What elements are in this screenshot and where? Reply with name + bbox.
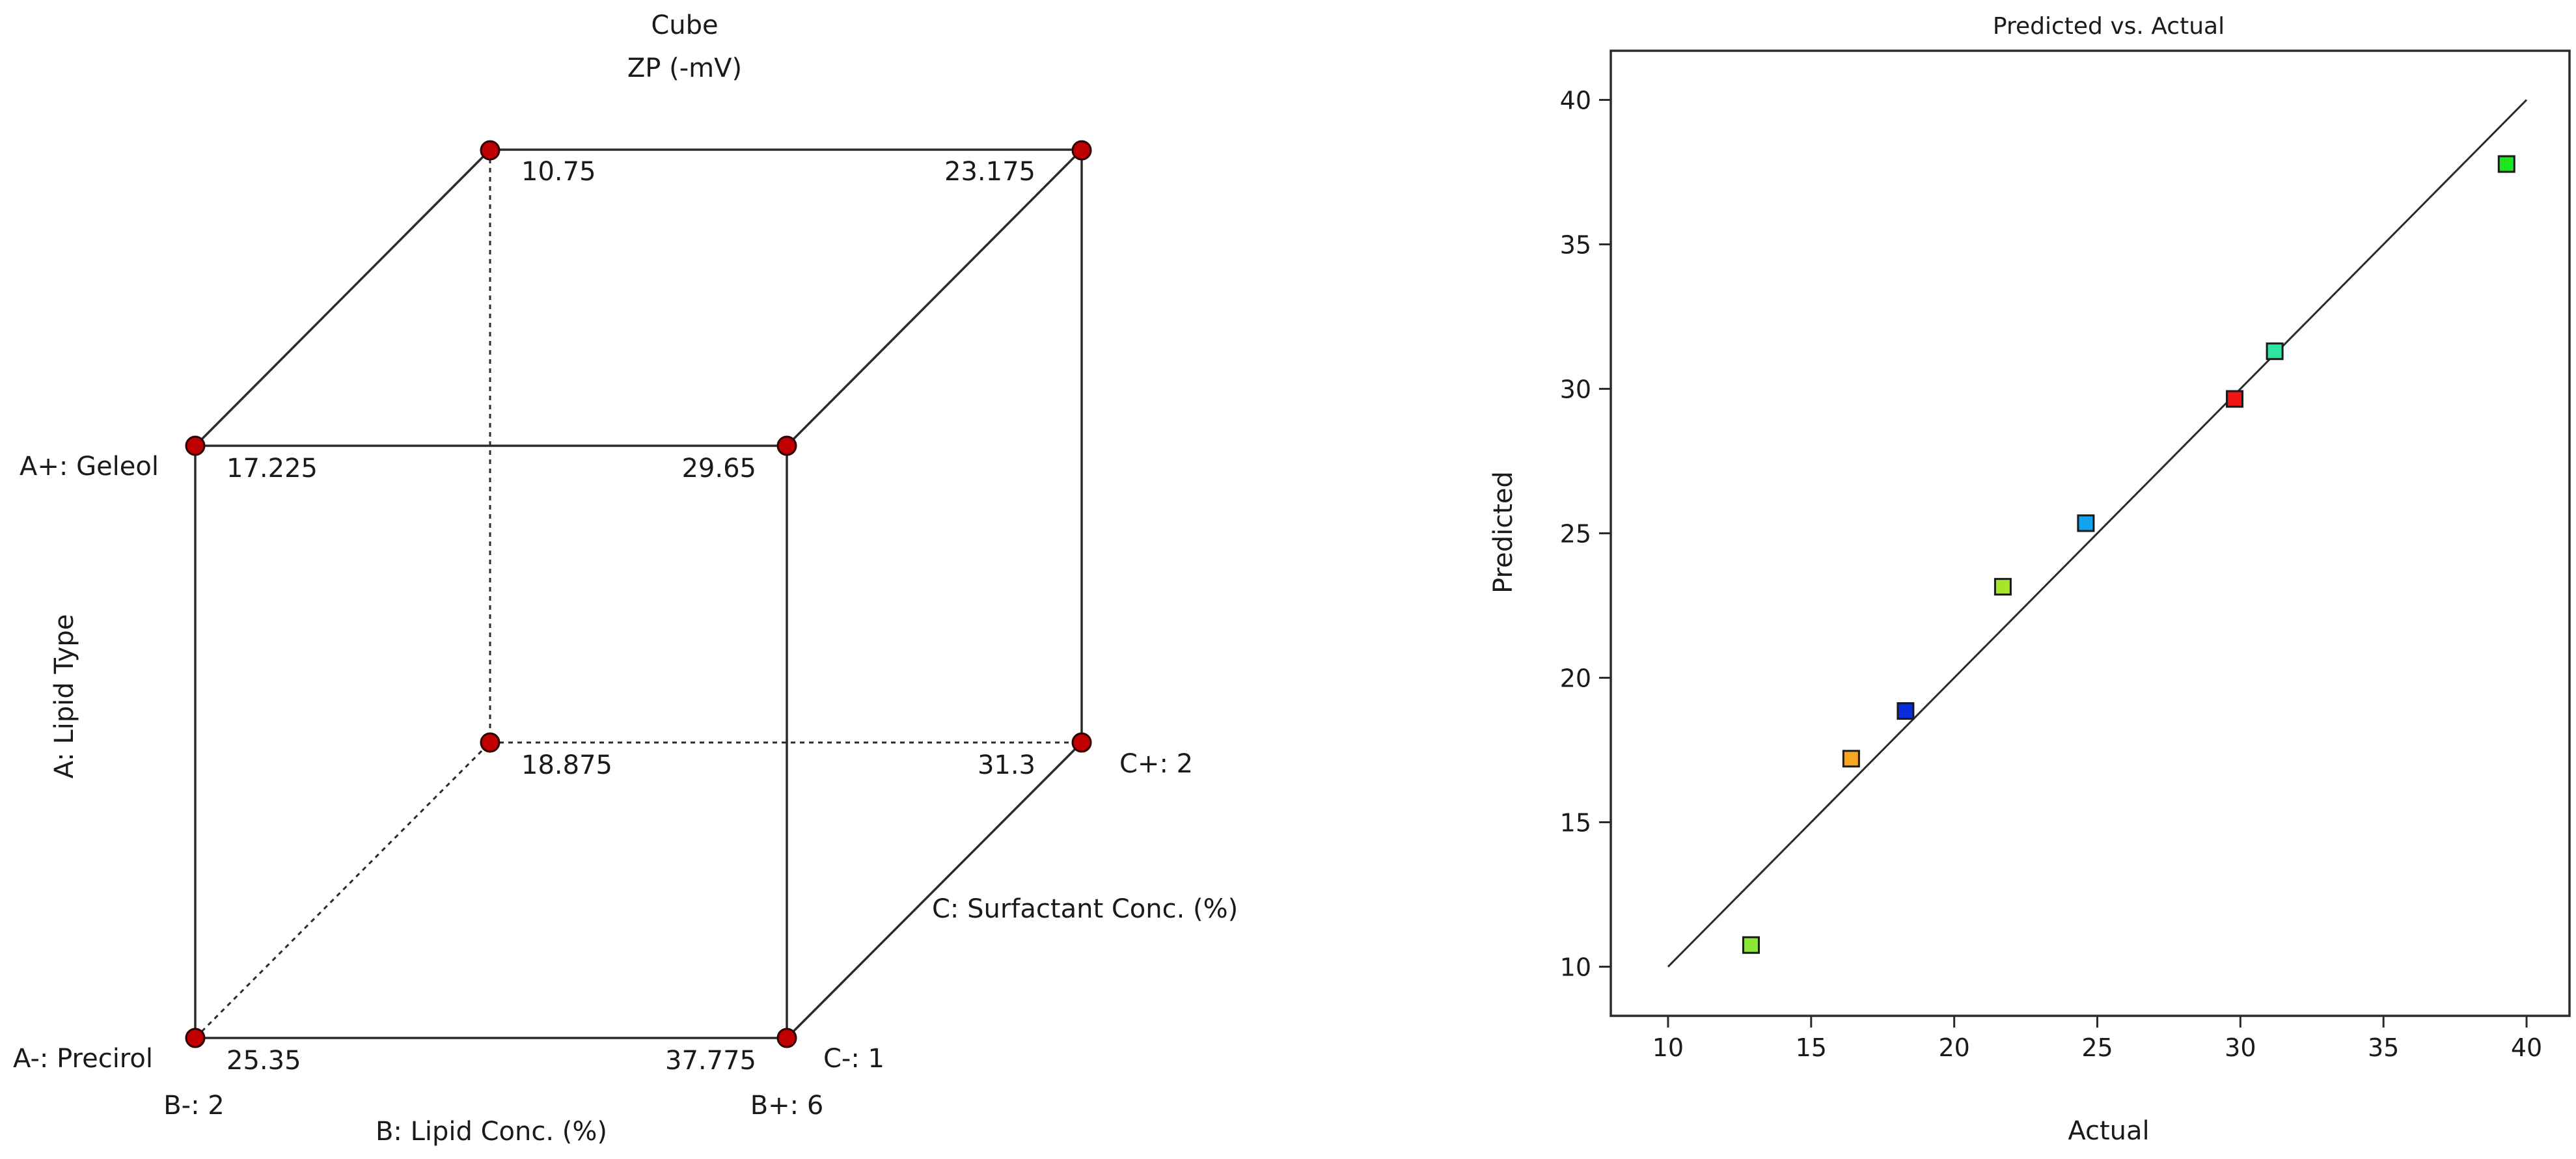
corner-value: 37.775	[665, 1046, 756, 1076]
x-tick-label: 15	[1796, 1033, 1827, 1062]
x-axis-label: Actual	[2068, 1116, 2149, 1146]
data-point	[1994, 578, 2012, 596]
factor-a-axis-label: A: Lipid Type	[49, 614, 79, 779]
factor-b-high-label: B+: 6	[750, 1091, 824, 1121]
plot-frame	[1610, 49, 2571, 1017]
x-tick-label: 40	[2511, 1033, 2542, 1062]
corner-value: 23.175	[944, 157, 1035, 187]
factor-a-high-label: A+: Geleol	[20, 452, 159, 482]
y-tick-label: 40	[1560, 86, 1591, 115]
y-tick-label: 10	[1560, 953, 1591, 982]
cube-corner-point	[185, 435, 206, 456]
corner-value: 18.875	[521, 750, 612, 780]
data-point	[2266, 342, 2284, 361]
cube-corner-point	[776, 1028, 797, 1048]
y-tick-label: 15	[1560, 809, 1591, 838]
cube-corner-point	[480, 732, 500, 753]
data-point	[1897, 702, 1915, 720]
factor-b-axis-label: B: Lipid Conc. (%)	[376, 1117, 607, 1147]
data-points	[1742, 155, 2515, 954]
cube-subtitle: ZP (-mV)	[627, 53, 742, 83]
corner-value: 10.75	[521, 157, 596, 187]
cube-corner-point	[1071, 732, 1092, 753]
factor-b-low-label: B-: 2	[163, 1091, 225, 1121]
y-tick-label: 20	[1560, 664, 1591, 693]
cube-corner-point	[480, 140, 500, 161]
cube-title: Cube	[651, 10, 718, 40]
predicted-vs-actual-plot: Predicted vs. Actual 10 15 20 25 30 35 40 10 15 2…	[1488, 13, 2571, 1146]
corner-value: 29.65	[681, 454, 756, 484]
x-tick-label: 25	[2081, 1033, 2113, 1062]
x-tick-label: 30	[2225, 1033, 2256, 1062]
y-tick-label: 30	[1560, 375, 1591, 403]
x-tick-label: 10	[1652, 1033, 1684, 1062]
factor-c-low-label: C-: 1	[823, 1044, 884, 1074]
y-axis-label: Predicted	[1488, 471, 1518, 593]
corner-value: 25.35	[226, 1046, 301, 1076]
scatter-title: Predicted vs. Actual	[1993, 13, 2225, 40]
cube-edge	[786, 148, 1083, 447]
data-point	[2226, 390, 2244, 408]
cube-corner-point	[185, 1028, 206, 1048]
data-point	[1842, 750, 1860, 768]
cube-corner-point	[776, 435, 797, 456]
factor-c-axis-label: C: Surfactant Conc. (%)	[932, 894, 1238, 924]
axis-ticks: 10 15 20 25 30 35 40 10 15 20 25 30 35 40	[1560, 86, 2543, 1062]
data-point	[2077, 514, 2095, 532]
factor-c-high-label: C+: 2	[1119, 749, 1193, 779]
x-tick-label: 20	[1938, 1033, 1969, 1062]
y-tick-label: 25	[1560, 520, 1591, 549]
cube-corner-point	[1071, 140, 1092, 161]
cube-edge	[194, 148, 491, 447]
data-point	[1742, 936, 1760, 954]
factor-a-low-label: A-: Precirol	[13, 1044, 153, 1074]
y-tick-label: 35	[1560, 230, 1591, 259]
cube-plot: Cube ZP (-mV) 25.35 37.775 17.225 29.65 …	[13, 10, 1238, 1147]
x-tick-label: 35	[2368, 1033, 2399, 1062]
cube-corner-points	[185, 140, 1092, 1048]
reference-line	[1667, 99, 2528, 968]
cube-edge	[786, 741, 1083, 1039]
corner-value: 31.3	[978, 750, 1035, 780]
cube-hidden-edge	[194, 741, 491, 1039]
data-point	[2497, 155, 2515, 173]
corner-value: 17.225	[226, 454, 318, 484]
